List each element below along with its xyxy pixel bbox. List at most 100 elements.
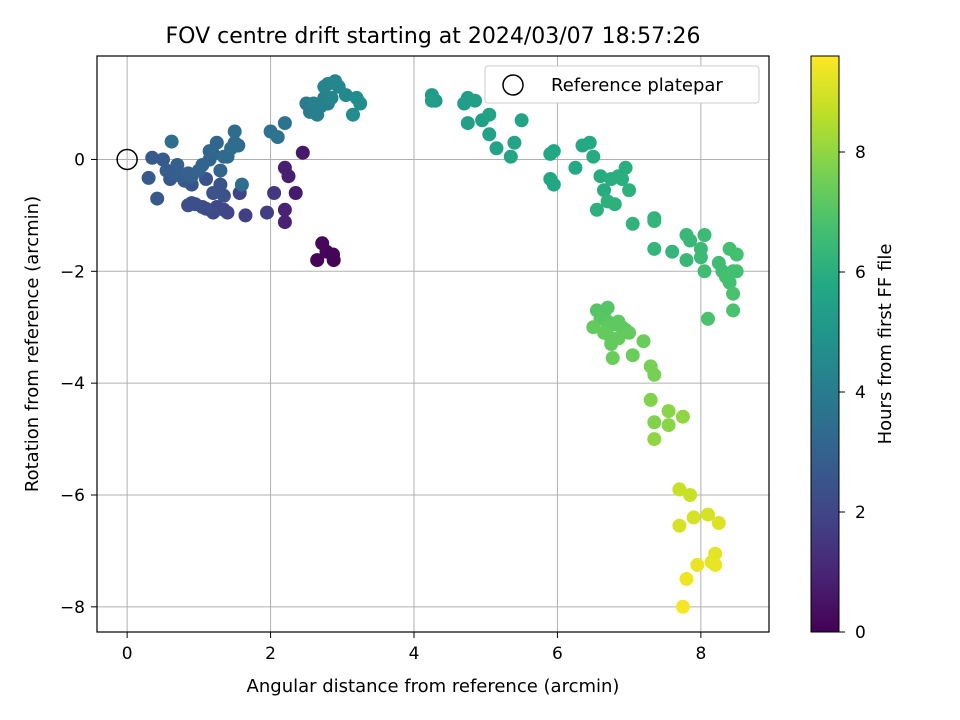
data-point (622, 183, 637, 198)
data-point (338, 88, 353, 103)
data-point (672, 518, 687, 533)
data-point (234, 177, 249, 192)
data-point (683, 233, 698, 248)
y-tick-label: −8 (60, 598, 85, 618)
axes: 0 2 4 6 8 0 −2 −4 −6 −8 (60, 150, 706, 664)
data-point (729, 247, 744, 262)
data-point (460, 116, 475, 131)
data-point (686, 510, 701, 525)
data-point (665, 244, 680, 259)
data-point (227, 124, 242, 139)
data-point (546, 177, 561, 192)
data-point (672, 482, 687, 497)
data-point (349, 90, 364, 105)
data-point (693, 250, 708, 265)
data-point (636, 334, 651, 349)
data-point (482, 127, 497, 142)
y-axis-label: Rotation from reference (arcmin) (22, 196, 43, 492)
data-point (503, 149, 518, 164)
data-point (683, 488, 698, 502)
legend: Reference platepar (484, 65, 760, 104)
data-point (711, 516, 726, 530)
data-point (661, 418, 676, 433)
data-point (690, 557, 705, 572)
data-point (424, 93, 439, 108)
colorbar-ticks: 0 2 4 6 8 (839, 143, 866, 643)
data-point (697, 228, 712, 242)
data-point (270, 130, 285, 145)
colorbar: 0 2 4 6 8 Hours from first FF file (810, 55, 896, 643)
y-tick-label: −6 (60, 486, 85, 506)
data-point (647, 432, 662, 447)
data-point (546, 144, 561, 159)
data-point (675, 599, 690, 614)
data-point (507, 135, 522, 150)
data-point (701, 311, 715, 326)
data-point (589, 202, 604, 217)
data-point (615, 172, 629, 186)
data-point (701, 507, 715, 522)
data-point (625, 216, 640, 231)
data-point (277, 160, 292, 175)
data-point (607, 197, 622, 212)
data-point (156, 152, 170, 167)
data-point (647, 415, 662, 430)
data-point (260, 205, 274, 220)
data-point (150, 191, 165, 206)
data-point (346, 107, 360, 122)
data-point (625, 348, 640, 363)
data-point (231, 138, 246, 153)
data-point (611, 331, 626, 346)
data-point (661, 404, 676, 419)
colorbar-tick-label: 2 (855, 503, 866, 523)
reference-platepar-marker (116, 148, 138, 171)
grid (97, 56, 769, 632)
x-tick-label: 0 (122, 644, 133, 664)
colorbar-tick-label: 8 (855, 143, 866, 163)
data-point (675, 409, 690, 424)
data-point (597, 325, 611, 340)
data-point (326, 247, 340, 262)
data-point (708, 557, 723, 572)
data-point (722, 275, 737, 290)
data-point (213, 163, 228, 178)
x-axis-label: Angular distance from reference (arcmin) (247, 676, 620, 697)
data-point (489, 141, 504, 156)
data-point (145, 150, 160, 165)
data-point (288, 186, 303, 200)
data-point (568, 160, 583, 175)
data-point (647, 241, 662, 256)
data-point (647, 367, 662, 382)
data-point (468, 93, 482, 108)
data-point (726, 303, 741, 318)
data-point (267, 186, 282, 200)
data-point (586, 320, 601, 335)
colorbar-tick-label: 0 (855, 623, 866, 643)
chart-title: FOV centre drift starting at 2024/03/07 … (166, 24, 701, 49)
data-point (582, 135, 597, 150)
data-point (216, 188, 231, 203)
data-point (315, 236, 330, 251)
data-point (679, 253, 694, 268)
y-tick-label: −4 (60, 374, 85, 394)
scatter-points (116, 74, 744, 614)
data-point (238, 208, 253, 223)
colorbar-tick-label: 6 (855, 263, 866, 283)
legend-reference-label: Reference platepar (551, 75, 723, 96)
data-point (295, 145, 310, 160)
data-point (593, 169, 608, 184)
data-point (310, 253, 325, 268)
y-tick-label: −2 (60, 262, 85, 282)
data-point (729, 264, 744, 279)
x-tick-label: 8 (695, 644, 706, 664)
data-point (597, 183, 611, 198)
data-point (514, 113, 529, 128)
legend-box (484, 65, 760, 104)
data-point (605, 351, 620, 365)
data-point (170, 158, 185, 172)
data-point (618, 160, 633, 175)
data-point (586, 149, 601, 164)
data-point (679, 571, 694, 586)
colorbar-label: Hours from first FF file (875, 244, 896, 445)
